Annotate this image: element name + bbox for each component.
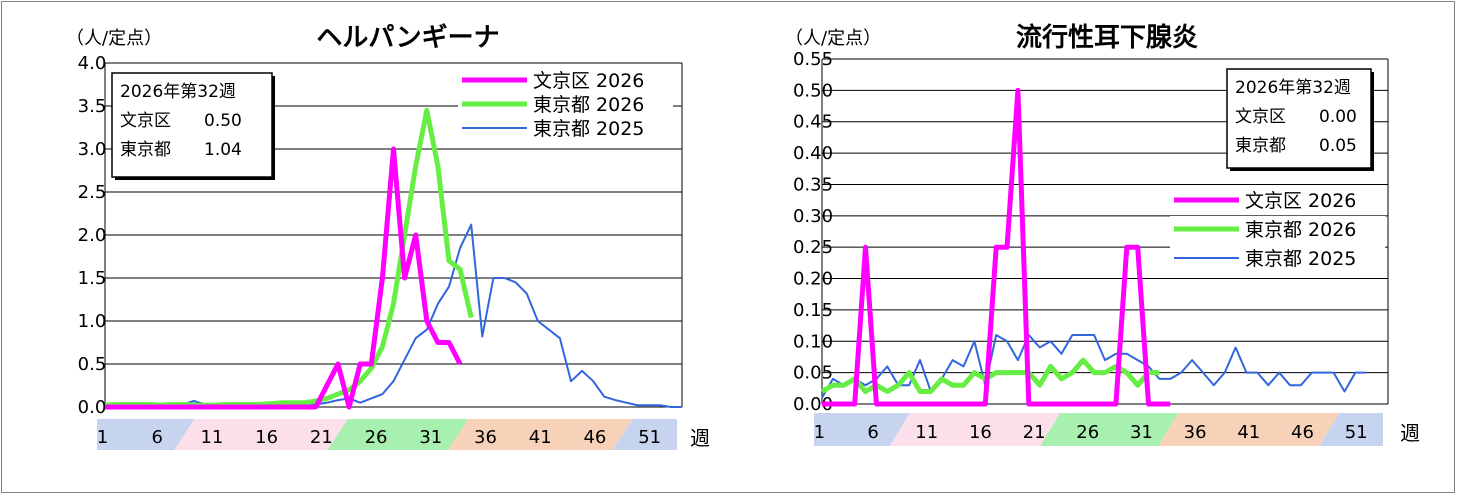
series-tokyo-2026: [820, 357, 1160, 394]
chart-title: ヘルパンギーナ: [316, 23, 499, 53]
y-tick-label: 0.50: [793, 80, 833, 101]
info-box-value: 0.50: [204, 111, 242, 131]
y-tick-label: 0.5: [78, 354, 107, 375]
info-box-heading: 2026年第32週: [1235, 78, 1351, 98]
info-box-frame: [111, 72, 273, 178]
x-tick-label: 11: [915, 422, 938, 443]
chart-mumps: 流行性耳下腺炎 （人/定点） 0.000.050.100.150.200.250…: [785, 22, 1420, 446]
series-bunkyo-2026: [105, 146, 463, 410]
info-box-region: 東京都: [1235, 136, 1286, 156]
x-tick-label: 41: [529, 427, 552, 448]
y-tick-label: 3.0: [78, 139, 107, 160]
y-tick-label: 2.5: [78, 182, 107, 203]
week-band: [97, 419, 195, 450]
y-tick-labels: 0.00 0.05 0.10 0.15 0.20 0.25 0.30 0.35 0.40 0.45…: [793, 49, 833, 415]
x-tick-label: 6: [867, 422, 878, 443]
y-tick-label: 0.40: [793, 143, 833, 164]
series-tokyo-2025: [821, 334, 1367, 399]
x-tick-label: 26: [1076, 422, 1099, 443]
info-box-region: 文京区: [120, 111, 171, 131]
y-tick-label: 0.05: [793, 363, 833, 384]
chart-herpangina: ヘルパンギーナ （人/定点） 0.0 0.5 1.0 1.5 2.0 2.5 3.0 3.5 4…: [66, 23, 710, 450]
y-unit-label: （人/定点）: [785, 28, 881, 49]
info-box-frame: [1226, 68, 1372, 169]
x-tick-label: 36: [1184, 422, 1207, 443]
week-band: [448, 419, 633, 450]
x-tick-label: 31: [1130, 422, 1153, 443]
legend: 文京区 2026 東京都 2026 東京都 2025: [1170, 187, 1385, 271]
week-band: [612, 419, 677, 450]
y-tick-label: 0.55: [793, 49, 833, 70]
legend-label: 東京都 2025: [533, 118, 644, 140]
y-tick-label: 0.45: [793, 112, 833, 133]
info-box-value: 1.04: [204, 140, 242, 160]
info-box-value: 0.00: [1319, 107, 1357, 127]
series-lines: [820, 87, 1367, 407]
chart-title: 流行性耳下腺炎: [1016, 22, 1198, 53]
week-band: [814, 413, 910, 446]
info-box-value: 0.05: [1319, 136, 1357, 156]
y-tick-label: 0.0: [78, 397, 107, 418]
week-band: [1040, 413, 1179, 446]
legend-label: 東京都 2026: [533, 94, 644, 116]
x-tick-labels: 1 6 11 16 21 26 31 36 41 46 51: [814, 422, 1368, 443]
week-band: [889, 413, 1061, 446]
x-tick-label: 16: [255, 427, 278, 448]
y-tick-labels: 0.0 0.5 1.0 1.5 2.0 2.5 3.0 3.5 4.0: [78, 53, 107, 418]
x-tick-label: 21: [310, 427, 333, 448]
y-tick-label: 0.25: [793, 237, 833, 258]
week-axis-label: 週: [1400, 421, 1420, 445]
y-unit-label: （人/定点）: [66, 28, 162, 49]
series-tokyo-2025: [105, 223, 682, 408]
week-bands: [814, 413, 1383, 446]
x-tick-label: 46: [583, 427, 606, 448]
x-tick-label: 31: [419, 427, 442, 448]
x-tick-label: 6: [151, 427, 162, 448]
legend-label: 文京区 2026: [1245, 190, 1356, 212]
series-bunkyo-2026: [822, 87, 1171, 407]
week-band: [327, 419, 469, 450]
y-tick-label: 0.35: [793, 174, 833, 195]
y-tick-label: 3.5: [78, 96, 107, 117]
week-band: [1158, 413, 1340, 446]
week-band: [1319, 413, 1383, 446]
x-tick-labels: 1 6 11 16 21 26 31 36 41 46 51: [97, 427, 661, 448]
y-tick-label: 0.30: [793, 206, 833, 227]
x-tick-label: 1: [97, 427, 108, 448]
series-lines: [104, 107, 682, 410]
y-tick-label: 4.0: [78, 53, 107, 74]
x-tick-label: 1: [814, 422, 825, 443]
info-box-region: 東京都: [120, 140, 171, 160]
y-tick-label: 0.20: [793, 269, 833, 290]
legend-label: 東京都 2025: [1245, 248, 1356, 270]
x-tick-label: 21: [1023, 422, 1046, 443]
y-tick-label: 1.0: [78, 311, 107, 332]
y-tick-label: 2.0: [78, 225, 107, 246]
info-box-heading: 2026年第32週: [120, 82, 236, 102]
legend-label: 文京区 2026: [533, 70, 644, 92]
x-tick-label: 41: [1237, 422, 1260, 443]
x-tick-label: 26: [365, 427, 388, 448]
y-tick-label: 0.15: [793, 300, 833, 321]
y-tick-label: 1.5: [78, 268, 107, 289]
info-box-region: 文京区: [1235, 107, 1286, 127]
x-tick-label: 46: [1291, 422, 1314, 443]
week-band: [174, 419, 348, 450]
y-tick-label: 0.10: [793, 331, 833, 352]
x-tick-label: 36: [474, 427, 497, 448]
x-tick-label: 51: [1345, 422, 1368, 443]
week-axis-label: 週: [690, 426, 710, 450]
x-tick-label: 51: [638, 427, 661, 448]
x-tick-label: 11: [200, 427, 223, 448]
week-bands: [97, 419, 677, 450]
x-tick-label: 16: [969, 422, 992, 443]
legend-label: 東京都 2026: [1245, 219, 1356, 241]
y-tick-label: 0.00: [793, 394, 833, 415]
